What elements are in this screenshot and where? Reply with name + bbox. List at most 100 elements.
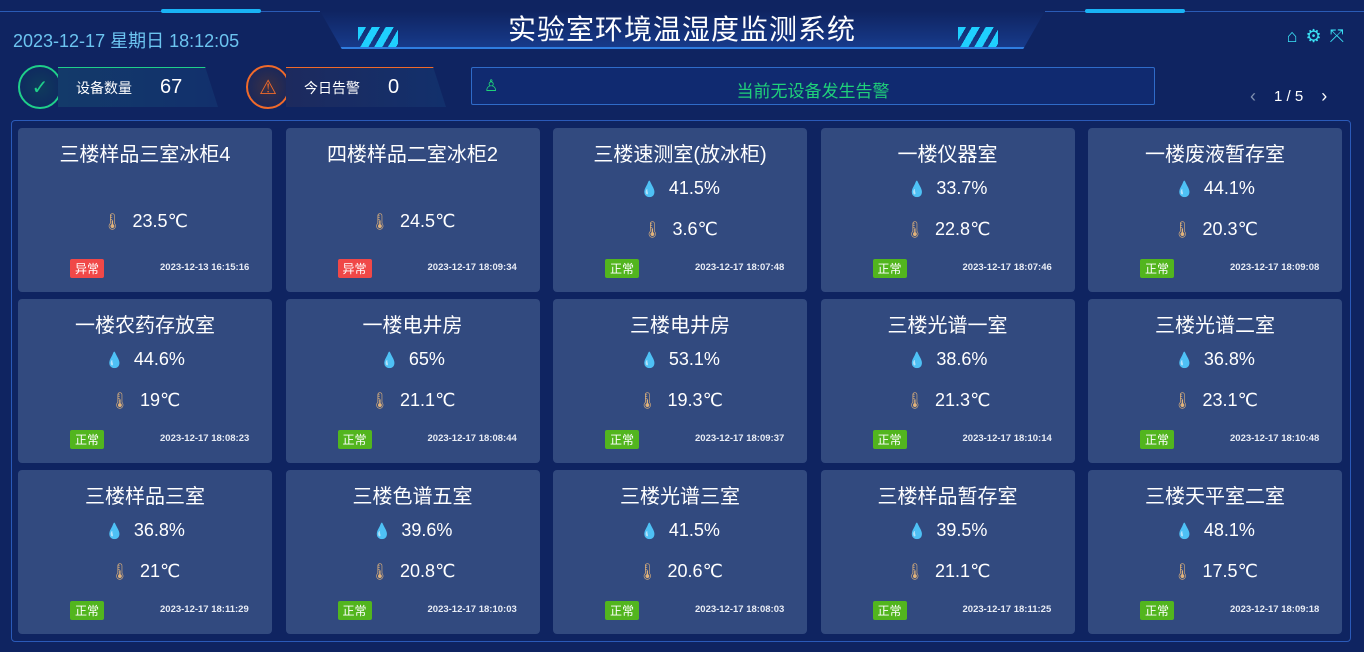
update-time: 2023-12-17 18:11:25 bbox=[962, 604, 1052, 615]
humidity-icon: 💧 bbox=[1175, 180, 1194, 198]
status-badge: 异常 bbox=[70, 259, 105, 278]
home-icon[interactable]: ⌂ bbox=[1286, 26, 1298, 46]
update-time: 2023-12-17 18:09:34 bbox=[427, 262, 517, 273]
device-name: 三楼样品三室冰柜4 bbox=[59, 144, 231, 166]
humidity-row: 💧 65% bbox=[286, 349, 540, 370]
alarm-count-stat: ⚠ 今日告警 0 bbox=[246, 64, 446, 110]
prev-page-button[interactable]: ‹ bbox=[1250, 86, 1256, 106]
device-label: 设备数量 bbox=[76, 79, 132, 96]
humidity-row: 💧 48.1% bbox=[1088, 520, 1342, 541]
temperature-value: 19.3℃ bbox=[667, 390, 723, 410]
humidity-value: 44.1% bbox=[1203, 178, 1255, 198]
device-card[interactable]: 三楼光谱一室 💧 38.6% 🌡 21.3℃ 正常 2023-12-17 18:10:14 bbox=[820, 299, 1075, 463]
device-name: 一楼农药存放室 bbox=[75, 315, 215, 337]
temperature-row: 🌡 20.3℃ bbox=[1088, 219, 1342, 240]
device-name: 三楼色谱五室 bbox=[352, 486, 473, 508]
temperature-row: 🌡 24.5℃ bbox=[286, 211, 540, 232]
device-card[interactable]: 三楼样品三室 💧 36.8% 🌡 21℃ 正常 2023-12-17 18:11:29 bbox=[18, 470, 272, 634]
status-badge: 正常 bbox=[1140, 601, 1175, 620]
update-time: 2023-12-17 18:07:48 bbox=[695, 262, 785, 273]
thermometer-icon: 🌡 bbox=[904, 563, 926, 581]
temperature-row: 🌡 20.8℃ bbox=[286, 561, 540, 582]
update-time: 2023-12-17 18:08:23 bbox=[160, 433, 250, 444]
temperature-row: 🌡 17.5℃ bbox=[1088, 561, 1342, 582]
humidity-icon: 💧 bbox=[380, 351, 399, 369]
humidity-row: 💧 53.1% bbox=[553, 349, 807, 370]
thermometer-icon: 🌡 bbox=[904, 221, 926, 239]
update-time: 2023-12-17 18:09:18 bbox=[1230, 604, 1320, 615]
humidity-icon: 💧 bbox=[907, 351, 927, 369]
gear-icon[interactable]: ⚙ bbox=[1305, 26, 1322, 46]
temperature-row: 🌡 23.5℃ bbox=[18, 211, 272, 232]
device-card[interactable]: 三楼速测室(放冰柜) 💧 41.5% 🌡 3.6℃ 正常 2023-12-17 18:07:… bbox=[553, 128, 807, 292]
temperature-row: 🌡 21.1℃ bbox=[821, 561, 1075, 582]
humidity-icon: 💧 bbox=[640, 180, 659, 198]
device-card[interactable]: 三楼样品暂存室 💧 39.5% 🌡 21.1℃ 正常 2023-12-17 18:11:25 bbox=[820, 470, 1075, 634]
device-name: 一楼电井房 bbox=[362, 315, 463, 337]
temperature-row: 🌡 21℃ bbox=[18, 561, 272, 582]
status-badge: 正常 bbox=[872, 430, 907, 449]
temperature-row: 🌡 20.6℃ bbox=[553, 561, 807, 582]
device-card[interactable]: 三楼电井房 💧 53.1% 🌡 19.3℃ 正常 2023-12-17 18:09:37 bbox=[553, 299, 807, 463]
humidity-row: 💧 39.5% bbox=[821, 520, 1075, 541]
temperature-value: 20.6℃ bbox=[667, 561, 723, 581]
temperature-row: 🌡 21.1℃ bbox=[286, 390, 540, 411]
temperature-value: 21℃ bbox=[140, 561, 181, 581]
alarm-label: 今日告警 bbox=[304, 79, 360, 96]
device-card[interactable]: 四楼样品二室冰柜2 🌡 24.5℃ 异常 2023-12-17 18:09:34 bbox=[285, 128, 540, 292]
temperature-value: 21.1℃ bbox=[935, 561, 991, 581]
update-time: 2023-12-17 18:08:03 bbox=[695, 604, 785, 615]
device-card[interactable]: 三楼天平室二室 💧 48.1% 🌡 17.5℃ 正常 2023-12-17 18:09:18 bbox=[1088, 470, 1342, 634]
header-line bbox=[0, 11, 320, 12]
humidity-value: 38.6% bbox=[936, 349, 988, 369]
decor-stripes bbox=[958, 27, 998, 47]
device-card[interactable]: 三楼色谱五室 💧 39.6% 🌡 20.8℃ 正常 2023-12-17 18:10:03 bbox=[285, 470, 540, 634]
device-name: 一楼仪器室 bbox=[897, 144, 998, 166]
device-name: 三楼光谱三室 bbox=[620, 486, 740, 508]
thermometer-icon: 🌡 bbox=[1172, 563, 1193, 581]
status-badge: 正常 bbox=[605, 601, 640, 620]
thermometer-icon: 🌡 bbox=[109, 392, 131, 410]
device-name: 三楼电井房 bbox=[630, 315, 730, 337]
alert-text: 当前无设备发生告警 bbox=[736, 82, 890, 101]
humidity-icon: 💧 bbox=[105, 522, 124, 540]
next-page-button[interactable]: › bbox=[1321, 86, 1328, 106]
humidity-icon: 💧 bbox=[372, 522, 392, 540]
page-title: 实验室环境温湿度监测系统 bbox=[507, 14, 856, 45]
update-time: 2023-12-17 18:10:48 bbox=[1230, 433, 1320, 444]
thermometer-icon: 🌡 bbox=[369, 563, 391, 581]
status-badge: 正常 bbox=[70, 430, 105, 449]
title-banner bbox=[320, 11, 1045, 49]
humidity-value: 39.5% bbox=[936, 520, 988, 540]
device-card[interactable]: 三楼光谱二室 💧 36.8% 🌡 23.1℃ 正常 2023-12-17 18:10:48 bbox=[1088, 299, 1342, 463]
humidity-row: 💧 36.8% bbox=[18, 520, 272, 541]
temperature-row: 🌡 19.3℃ bbox=[553, 390, 807, 411]
device-card[interactable]: 一楼农药存放室 💧 44.6% 🌡 19℃ 正常 2023-12-17 18:08:23 bbox=[18, 299, 272, 463]
temperature-value: 3.6℃ bbox=[672, 219, 718, 239]
humidity-row: 💧 38.6% bbox=[821, 349, 1075, 370]
status-badge: 正常 bbox=[872, 259, 907, 278]
humidity-icon: 💧 bbox=[907, 180, 927, 198]
humidity-icon: 💧 bbox=[1175, 351, 1194, 369]
alarm-count: 0 bbox=[388, 76, 400, 98]
device-name: 三楼光谱二室 bbox=[1155, 315, 1275, 337]
humidity-icon: 💧 bbox=[640, 351, 659, 369]
humidity-row: 💧 41.5% bbox=[553, 520, 807, 541]
update-time: 2023-12-17 18:10:03 bbox=[427, 604, 517, 615]
device-card[interactable]: 三楼光谱三室 💧 41.5% 🌡 20.6℃ 正常 2023-12-17 18:08:03 bbox=[553, 470, 807, 634]
status-badge: 正常 bbox=[337, 601, 372, 620]
humidity-row: 💧 39.6% bbox=[286, 520, 540, 541]
humidity-icon: 💧 bbox=[907, 522, 927, 540]
fullscreen-icon[interactable]: ⤧ bbox=[1329, 26, 1344, 46]
status-badge: 正常 bbox=[1140, 259, 1175, 278]
device-card[interactable]: 三楼样品三室冰柜4 🌡 23.5℃ 异常 2023-12-13 16:15:16 bbox=[18, 128, 272, 292]
thermometer-icon: 🌡 bbox=[1172, 221, 1193, 239]
device-card[interactable]: 一楼废液暂存室 💧 44.1% 🌡 20.3℃ 正常 2023-12-17 18:09:08 bbox=[1088, 128, 1342, 292]
temperature-value: 23.1℃ bbox=[1202, 390, 1258, 410]
humidity-value: 39.6% bbox=[401, 520, 453, 540]
temperature-value: 23.5℃ bbox=[132, 211, 188, 231]
humidity-value: 36.8% bbox=[133, 520, 185, 540]
device-card[interactable]: 一楼仪器室 💧 33.7% 🌡 22.8℃ 正常 2023-12-17 18:07:46 bbox=[820, 128, 1075, 292]
device-card[interactable]: 一楼电井房 💧 65% 🌡 21.1℃ 正常 2023-12-17 18:08:44 bbox=[285, 299, 540, 463]
alarm-light-icon: ⚠ bbox=[246, 65, 290, 109]
